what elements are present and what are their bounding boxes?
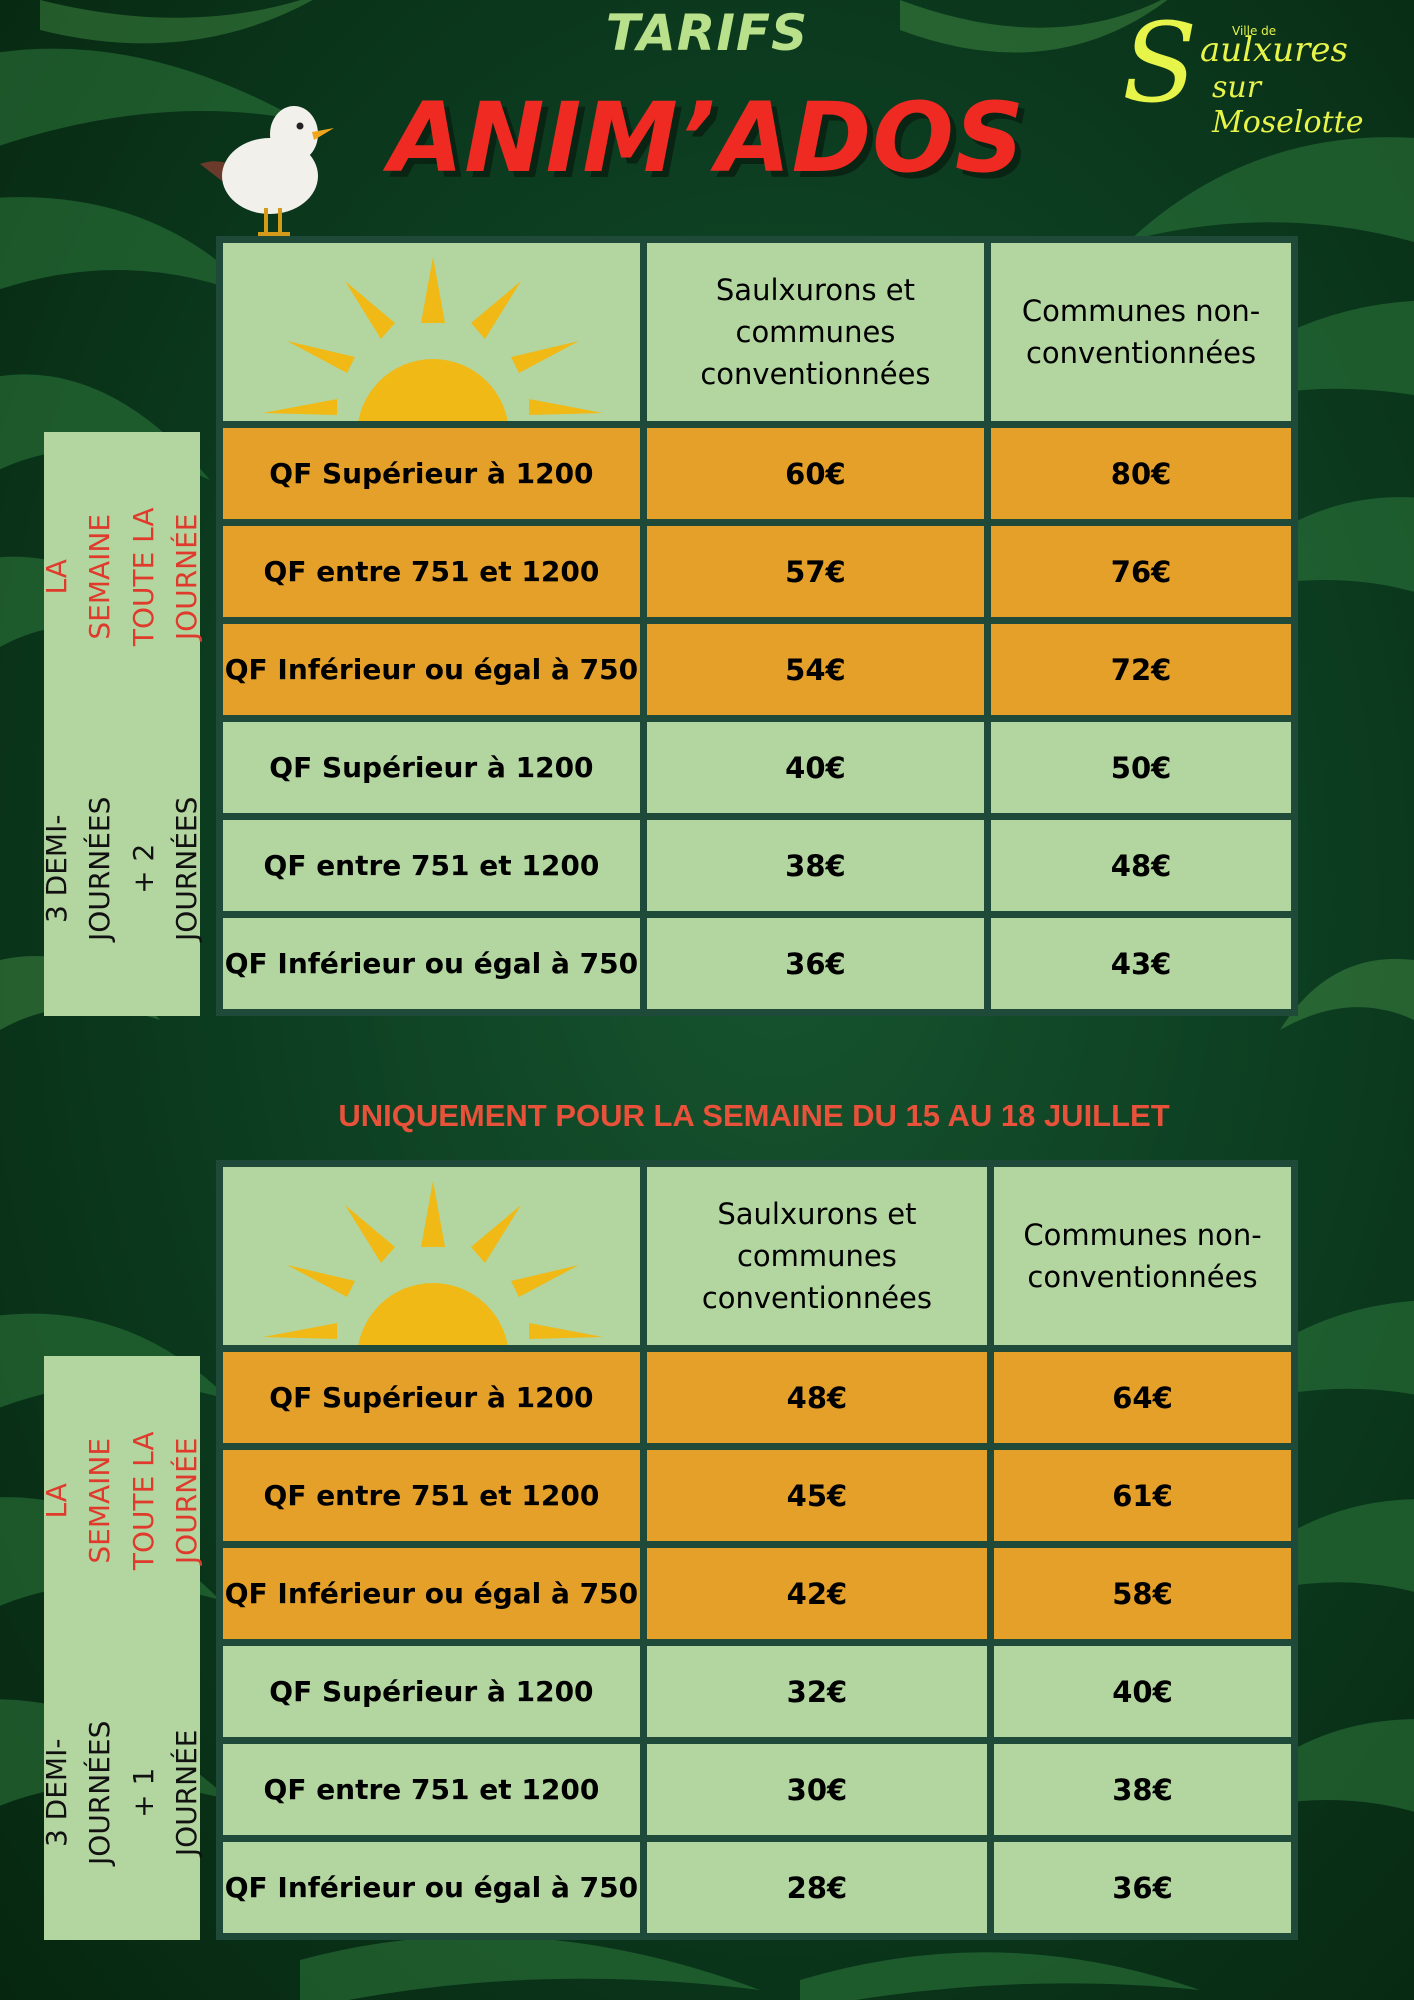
column-header-non-conventionnees: Communes non- conventionnées xyxy=(991,243,1291,421)
side-panel-2 xyxy=(44,1356,200,1940)
price-conventionnees: 32€ xyxy=(646,1646,988,1737)
logo-initial: S xyxy=(1122,0,1198,127)
table-row: QF Inférieur ou égal à 750 28€ 36€ xyxy=(223,1842,1291,1933)
row-label: QF entre 751 et 1200 xyxy=(223,1450,640,1541)
price-conventionnees: 60€ xyxy=(646,428,985,519)
sun-icon xyxy=(263,1181,603,1345)
row-label: QF Inférieur ou égal à 750 xyxy=(223,624,640,715)
week-notice: UNIQUEMENT POUR LA SEMAINE DU 15 AU 18 J… xyxy=(338,1098,1170,1133)
column-header-conventionnees: Saulxurons et communes conventionnées xyxy=(646,1167,988,1345)
seagull-icon xyxy=(200,106,334,236)
row-label: QF entre 751 et 1200 xyxy=(223,526,640,617)
sun-icon xyxy=(263,257,603,421)
row-label: QF entre 751 et 1200 xyxy=(223,820,640,911)
price-non-conventionnees: 64€ xyxy=(994,1352,1291,1443)
price-conventionnees: 28€ xyxy=(646,1842,988,1933)
price-conventionnees: 45€ xyxy=(646,1450,988,1541)
logo-ville-text: Ville de xyxy=(1232,24,1277,38)
price-non-conventionnees: 80€ xyxy=(991,428,1291,519)
price-conventionnees: 40€ xyxy=(646,722,985,813)
table-row: QF entre 751 et 1200 45€ 61€ xyxy=(223,1450,1291,1541)
side-label-half-days-text: 3 DEMI-JOURNÉES + 2 JOURNÉES xyxy=(40,796,204,942)
row-label: QF Supérieur à 1200 xyxy=(223,722,640,813)
table-row: QF Inférieur ou égal à 750 42€ 58€ xyxy=(223,1548,1291,1639)
price-non-conventionnees: 50€ xyxy=(991,722,1291,813)
side-panel-1 xyxy=(44,432,200,1016)
price-conventionnees: 42€ xyxy=(646,1548,988,1639)
side-label-week: LA SEMAINE TOUTE LA JOURNÉE xyxy=(40,432,203,722)
price-conventionnees: 48€ xyxy=(646,1352,988,1443)
price-non-conventionnees: 48€ xyxy=(991,820,1291,911)
price-conventionnees: 38€ xyxy=(646,820,985,911)
table-row: QF Supérieur à 1200 40€ 50€ xyxy=(223,722,1291,813)
table-row: QF entre 751 et 1200 38€ 48€ xyxy=(223,820,1291,911)
notice-wrap: UNIQUEMENT POUR LA SEMAINE DU 15 AU 18 J… xyxy=(214,1098,1294,1134)
side-label-half-days: 3 DEMI-JOURNÉES + 2 JOURNÉES xyxy=(40,722,203,1016)
column-header-conventionnees: Saulxurons et communes conventionnées xyxy=(646,243,985,421)
rates-table-2: Saulxurons et communes conventionnées Co… xyxy=(216,1160,1298,1940)
side-label-week-text: LA SEMAINE TOUTE LA JOURNÉE xyxy=(40,507,204,647)
table-row: QF Supérieur à 1200 32€ 40€ xyxy=(223,1646,1291,1737)
rates-table-1: Saulxurons et communes conventionnées Co… xyxy=(216,236,1298,1016)
price-non-conventionnees: 58€ xyxy=(994,1548,1291,1639)
row-label: QF entre 751 et 1200 xyxy=(223,1744,640,1835)
price-non-conventionnees: 43€ xyxy=(991,918,1291,1009)
side-label-half-days: 3 DEMI-JOURNÉES + 1 JOURNÉE xyxy=(40,1646,203,1940)
price-conventionnees: 30€ xyxy=(646,1744,988,1835)
price-non-conventionnees: 38€ xyxy=(994,1744,1291,1835)
price-non-conventionnees: 40€ xyxy=(994,1646,1291,1737)
side-label-half-days-text: 3 DEMI-JOURNÉES + 1 JOURNÉE xyxy=(40,1720,204,1866)
row-label: QF Supérieur à 1200 xyxy=(223,1646,640,1737)
table-row: QF entre 751 et 1200 57€ 76€ xyxy=(223,526,1291,617)
row-label: QF Supérieur à 1200 xyxy=(223,1352,640,1443)
column-header-non-conventionnees: Communes non- conventionnées xyxy=(994,1167,1291,1345)
price-conventionnees: 36€ xyxy=(646,918,985,1009)
sun-cell xyxy=(223,243,640,421)
row-label: QF Supérieur à 1200 xyxy=(223,428,640,519)
price-non-conventionnees: 76€ xyxy=(991,526,1291,617)
price-non-conventionnees: 72€ xyxy=(991,624,1291,715)
tarifs-heading: TARIFS xyxy=(605,4,809,62)
table-row: QF Inférieur ou égal à 750 54€ 72€ xyxy=(223,624,1291,715)
table-row: QF entre 751 et 1200 30€ 38€ xyxy=(223,1744,1291,1835)
price-conventionnees: 54€ xyxy=(646,624,985,715)
side-label-week-text: LA SEMAINE TOUTE LA JOURNÉE xyxy=(40,1431,204,1571)
price-non-conventionnees: 36€ xyxy=(994,1842,1291,1933)
table-row: QF Supérieur à 1200 60€ 80€ xyxy=(223,428,1291,519)
row-label: QF Inférieur ou égal à 750 xyxy=(223,1842,640,1933)
logo-line-1: aulxures xyxy=(1200,30,1348,70)
logo-line-2: sur Moselotte xyxy=(1212,70,1364,140)
row-label: QF Inférieur ou égal à 750 xyxy=(223,918,640,1009)
price-non-conventionnees: 61€ xyxy=(994,1450,1291,1541)
table-row: QF Supérieur à 1200 48€ 64€ xyxy=(223,1352,1291,1443)
table-row: QF Inférieur ou égal à 750 36€ 43€ xyxy=(223,918,1291,1009)
row-label: QF Inférieur ou égal à 750 xyxy=(223,1548,640,1639)
price-conventionnees: 57€ xyxy=(646,526,985,617)
side-label-week: LA SEMAINE TOUTE LA JOURNÉE xyxy=(40,1356,203,1646)
sun-cell xyxy=(223,1167,640,1345)
page-title: ANIM’ADOS xyxy=(388,82,1026,194)
